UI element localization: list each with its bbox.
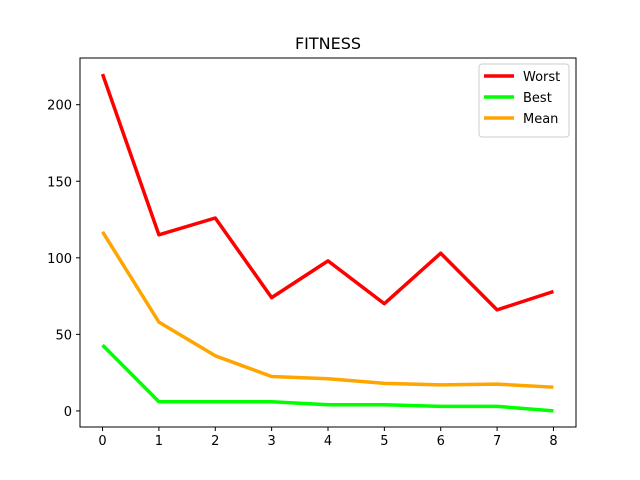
series-line-worst: [100, 73, 554, 312]
legend-label-mean: Mean: [523, 112, 558, 127]
legend: Worst Best Mean: [478, 63, 570, 138]
x-tick-label: 4: [324, 434, 332, 449]
x-tick-label: 6: [437, 434, 445, 449]
y-tick-label: 0: [64, 405, 72, 420]
chart-title: FITNESS: [295, 34, 361, 53]
y-tick-label: 100: [47, 252, 72, 267]
legend-label-best: Best: [523, 91, 552, 106]
plot-area: 0 1 2 3 4 5 6 7 8 0 50 100 150 200: [47, 57, 577, 449]
y-tick-label: 200: [47, 99, 72, 114]
x-tick-label: 8: [549, 434, 557, 449]
x-tick-label: 0: [98, 434, 106, 449]
y-tick-label: 150: [47, 175, 72, 190]
series-line-best: [101, 343, 554, 413]
x-tick-label: 5: [380, 434, 388, 449]
series-line-mean: [101, 230, 554, 389]
x-tick-label: 1: [155, 434, 163, 449]
x-tick-label: 3: [267, 434, 275, 449]
x-tick-label: 7: [493, 434, 501, 449]
x-tick-label: 2: [211, 434, 219, 449]
legend-label-worst: Worst: [523, 70, 560, 85]
y-tick-label: 50: [55, 328, 72, 343]
